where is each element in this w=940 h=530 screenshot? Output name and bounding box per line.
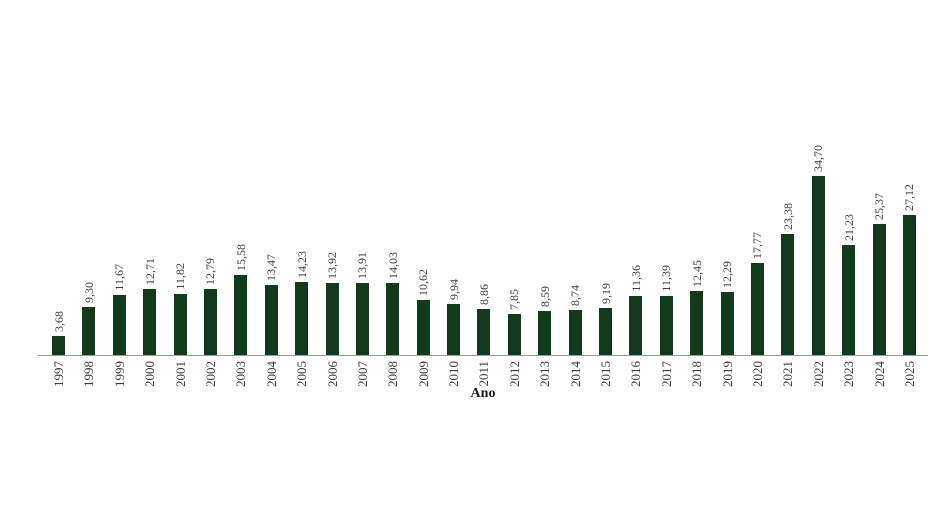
bar-value-label: 13,92 bbox=[325, 252, 339, 279]
bar-value-label: 11,36 bbox=[628, 265, 643, 292]
bar bbox=[447, 304, 461, 355]
x-tick-label: 2022 bbox=[810, 361, 826, 387]
x-tick-label: 2005 bbox=[294, 361, 310, 387]
x-tick-label: 2021 bbox=[780, 361, 796, 387]
bar-value-label: 8,74 bbox=[568, 285, 583, 306]
bar bbox=[811, 176, 825, 355]
x-tick-label: 2020 bbox=[749, 361, 765, 387]
bar-value-label: 13,47 bbox=[264, 254, 279, 281]
x-tick-label: 2013 bbox=[537, 361, 553, 387]
bar-value-label: 9,30 bbox=[81, 282, 96, 303]
bar bbox=[203, 289, 217, 355]
bar-value-label: 11,82 bbox=[173, 263, 188, 290]
bar bbox=[538, 311, 552, 355]
bar bbox=[659, 296, 673, 355]
bar-value-label: 25,37 bbox=[872, 193, 887, 220]
bar-value-label: 11,67 bbox=[112, 264, 127, 291]
bar bbox=[82, 307, 96, 355]
x-tick-label: 2009 bbox=[415, 361, 431, 387]
bar bbox=[872, 224, 886, 355]
x-tick-label: 2002 bbox=[202, 361, 218, 387]
x-tick-label: 2023 bbox=[841, 361, 857, 387]
x-tick-label: 1997 bbox=[51, 361, 66, 387]
bar-value-label: 34,70 bbox=[811, 145, 826, 172]
bar bbox=[355, 283, 369, 355]
bar bbox=[295, 282, 309, 355]
x-tick-label: 2006 bbox=[324, 361, 340, 387]
x-tick-label: 2024 bbox=[871, 361, 887, 387]
bar bbox=[902, 215, 916, 355]
bar-value-label: 17,77 bbox=[750, 232, 765, 259]
x-tick-label: 2014 bbox=[567, 361, 583, 387]
x-tick-label: 2004 bbox=[263, 361, 279, 387]
x-tick-label: 2010 bbox=[446, 361, 462, 387]
bar bbox=[173, 294, 187, 355]
bar bbox=[386, 283, 400, 355]
x-tick-label: 2025 bbox=[901, 361, 917, 387]
bar-value-label: 14,03 bbox=[385, 252, 400, 279]
bar-value-label: 8,59 bbox=[537, 286, 552, 307]
x-tick-label: 2000 bbox=[142, 361, 158, 387]
bar bbox=[781, 234, 795, 355]
bar-value-label: 9,94 bbox=[446, 279, 461, 300]
bar bbox=[264, 285, 278, 355]
bar-value-label: 12,79 bbox=[203, 258, 218, 285]
x-tick-label: 1999 bbox=[111, 361, 127, 387]
bar-value-label: 11,39 bbox=[659, 265, 674, 292]
x-tick-label: 2017 bbox=[658, 361, 674, 387]
x-tick-label: 1998 bbox=[81, 361, 97, 387]
bar bbox=[690, 291, 704, 355]
bar bbox=[416, 300, 430, 355]
bar-value-label: 13,91 bbox=[355, 252, 370, 279]
bar bbox=[507, 314, 521, 355]
x-axis-line bbox=[38, 355, 928, 356]
bar-value-label: 12,71 bbox=[142, 258, 157, 285]
bar-value-label: 8,86 bbox=[476, 284, 491, 305]
x-tick-label: 2011 bbox=[476, 361, 492, 387]
x-tick-label: 2016 bbox=[628, 361, 644, 387]
bar-value-label: 21,23 bbox=[841, 214, 856, 241]
x-tick-label: 2007 bbox=[354, 361, 370, 387]
bar-value-label: 15,58 bbox=[233, 244, 248, 271]
bar-value-label: 9,19 bbox=[598, 283, 613, 304]
x-tick-label: 2018 bbox=[689, 361, 705, 387]
bar-value-label: 3,68 bbox=[51, 311, 66, 332]
bar bbox=[52, 336, 65, 355]
bar bbox=[477, 309, 491, 355]
x-tick-label: 2012 bbox=[506, 361, 522, 387]
bar-value-label: 12,29 bbox=[720, 261, 735, 288]
bar bbox=[568, 310, 582, 355]
bar bbox=[599, 308, 613, 355]
bar-value-label: 27,12 bbox=[902, 184, 917, 211]
bar bbox=[143, 289, 157, 355]
bar bbox=[842, 245, 856, 355]
bar bbox=[629, 296, 643, 355]
x-tick-label: 2008 bbox=[385, 361, 401, 387]
bar bbox=[750, 263, 764, 355]
x-tick-label: 2001 bbox=[172, 361, 188, 387]
x-tick-label: 2019 bbox=[719, 361, 735, 387]
bar bbox=[325, 283, 339, 355]
bar-value-label: 10,62 bbox=[416, 269, 431, 296]
x-tick-label: 2003 bbox=[233, 361, 249, 387]
bar-value-label: 23,38 bbox=[780, 203, 795, 230]
bar-value-label: 12,45 bbox=[689, 260, 704, 287]
bar-value-label: 7,85 bbox=[507, 289, 522, 310]
x-tick-label: 2015 bbox=[598, 361, 614, 387]
bar bbox=[112, 295, 126, 355]
x-axis-title: Ano bbox=[470, 386, 496, 401]
bar bbox=[234, 275, 248, 355]
bar bbox=[720, 292, 734, 355]
bar-value-label: 14,23 bbox=[294, 251, 309, 278]
